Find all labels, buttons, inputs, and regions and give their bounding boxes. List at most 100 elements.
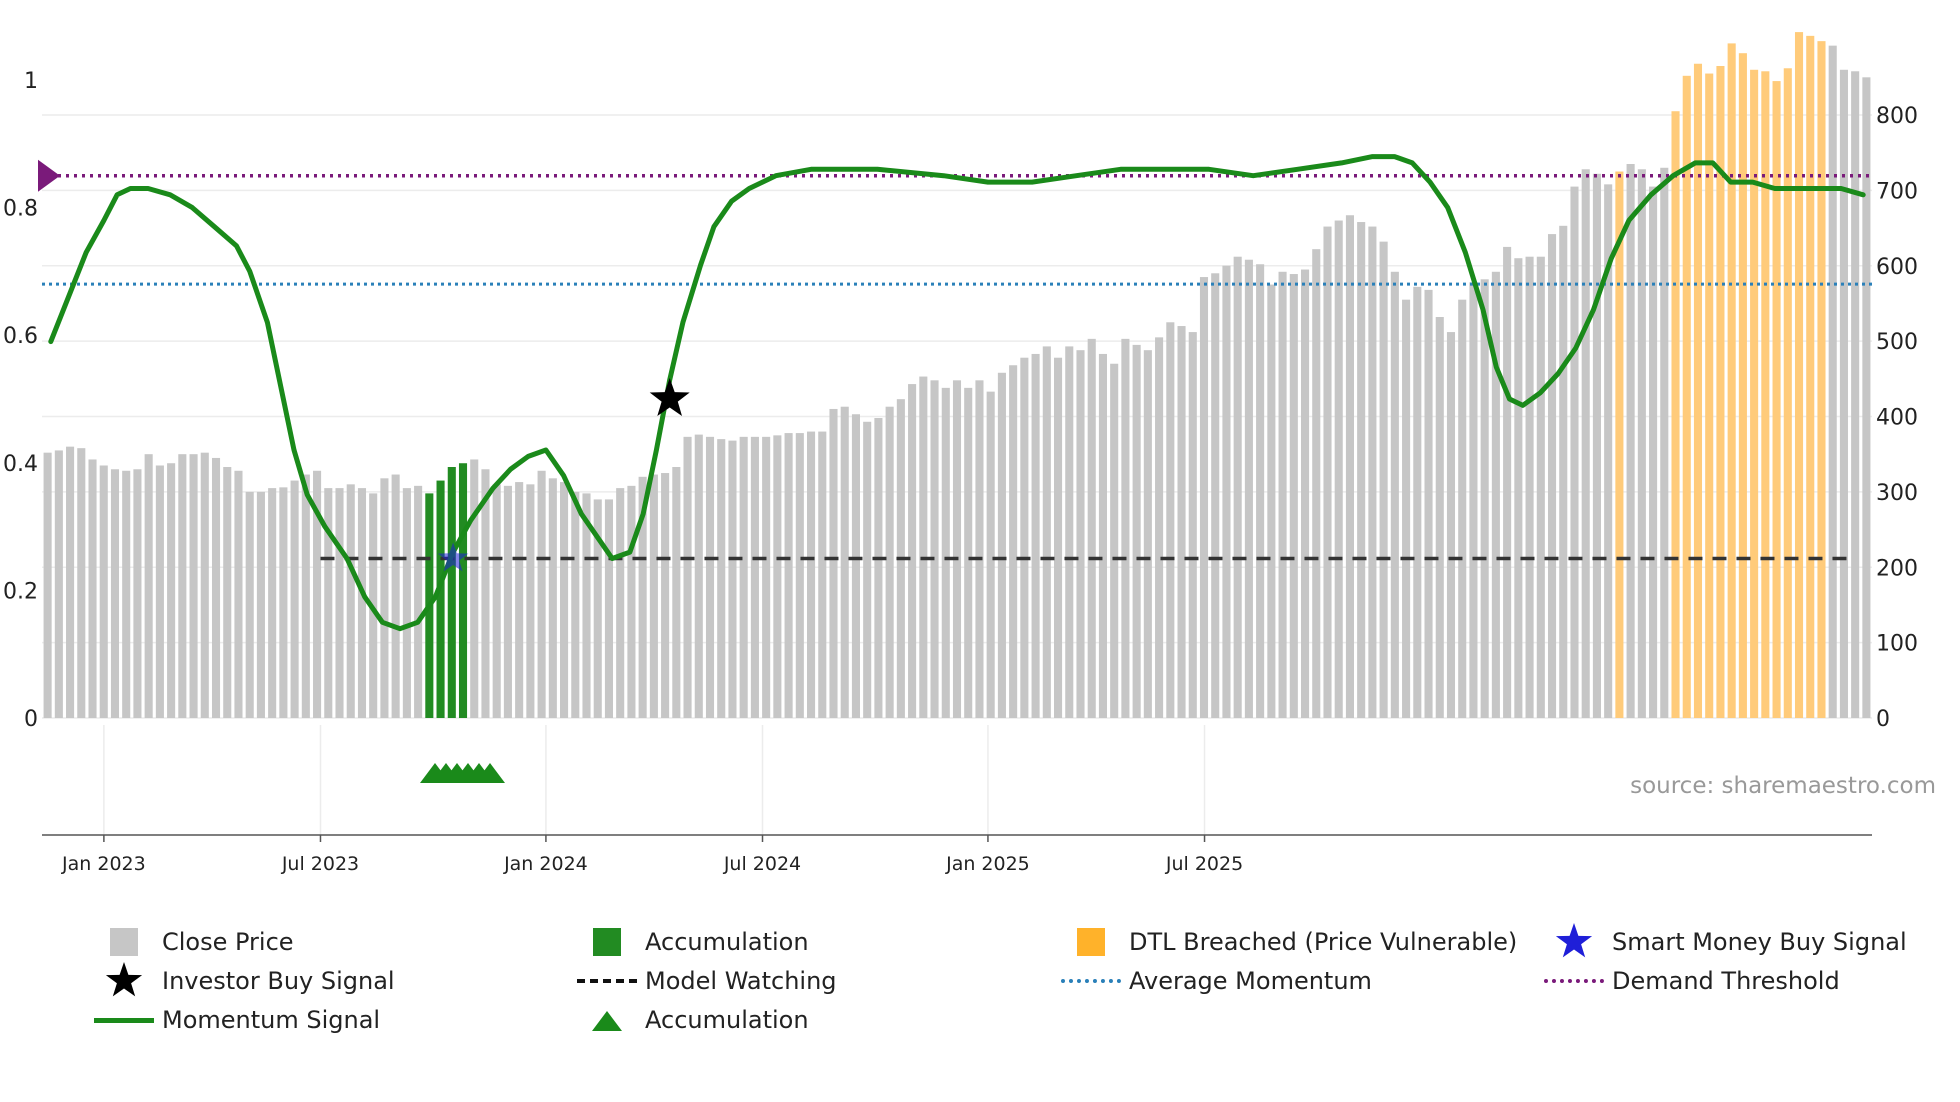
star-icon <box>105 962 143 997</box>
bar <box>840 406 849 718</box>
bar <box>223 467 232 718</box>
bar <box>773 435 782 718</box>
left-axis-tick: 0.2 <box>3 579 38 604</box>
x-axis-tick: Jan 2025 <box>945 853 1030 875</box>
smart-money-star <box>437 542 469 572</box>
legend-average-momentum: Average Momentum <box>1057 964 1372 998</box>
bar <box>1435 317 1444 718</box>
bar <box>604 499 614 718</box>
bar <box>1458 299 1467 718</box>
bar <box>705 436 715 718</box>
bar <box>874 418 883 718</box>
bar <box>795 433 804 718</box>
bar <box>1727 43 1736 719</box>
bar <box>1581 169 1590 718</box>
bar <box>1300 269 1310 718</box>
bar <box>1750 69 1759 718</box>
legend-label: Accumulation <box>645 1006 809 1034</box>
bar <box>66 446 75 718</box>
bar <box>593 499 602 718</box>
bar <box>335 488 344 718</box>
left-axis-tick: 1 <box>24 69 38 94</box>
bar <box>1054 357 1063 718</box>
legend-label: Close Price <box>162 928 294 956</box>
bar <box>526 484 535 718</box>
bar <box>1155 337 1164 718</box>
legend-label: Smart Money Buy Signal <box>1612 928 1907 956</box>
legend-demand-threshold: Demand Threshold <box>1540 964 1840 998</box>
bar <box>1817 41 1826 718</box>
bar <box>1087 338 1096 718</box>
bar <box>627 485 636 718</box>
bar <box>1009 365 1018 718</box>
bar <box>717 439 726 718</box>
bar <box>481 469 490 718</box>
bar <box>1693 63 1703 719</box>
bar <box>560 482 569 718</box>
bar <box>885 406 894 718</box>
legend-accumulation-bar: Accumulation <box>573 925 809 959</box>
right-axis-tick: 500 <box>1876 330 1918 355</box>
bar <box>1794 32 1804 718</box>
bar <box>1233 256 1242 718</box>
bar <box>1368 226 1377 718</box>
bar <box>997 372 1006 718</box>
price-bars <box>43 32 1871 719</box>
bar <box>301 474 310 718</box>
bar <box>1772 81 1781 719</box>
bar <box>1402 299 1411 718</box>
bar <box>1649 186 1658 718</box>
bar <box>1312 249 1321 719</box>
bar <box>571 491 580 718</box>
bar <box>1323 226 1332 718</box>
legend-label: Model Watching <box>645 967 837 995</box>
legend-label: DTL Breached (Price Vulnerable) <box>1129 928 1518 956</box>
bar <box>1738 53 1747 718</box>
bar <box>1357 222 1366 718</box>
bar <box>683 436 692 718</box>
bar <box>245 491 254 718</box>
investor-buy-star <box>649 378 690 416</box>
bar <box>986 391 995 718</box>
bar <box>616 488 625 718</box>
left-axis-tick: 0.4 <box>3 452 38 477</box>
bar <box>807 431 816 718</box>
bar <box>357 488 367 718</box>
bar <box>694 434 703 718</box>
bar <box>492 484 501 718</box>
bar <box>189 454 198 718</box>
bar <box>211 457 221 718</box>
bar <box>1514 258 1523 718</box>
bar <box>1267 284 1276 718</box>
bar <box>762 436 771 718</box>
axes: 0 0.2 0.4 0.6 0.8 1 0 100 200 300 400 500 600 700 800 J… <box>3 69 1918 875</box>
bar <box>975 380 984 718</box>
source-label: source: sharemaestro.com <box>1630 773 1936 799</box>
bar <box>1289 274 1298 718</box>
bar <box>54 450 63 718</box>
bar <box>919 376 928 718</box>
demand-threshold-marker <box>38 159 60 192</box>
bar <box>1379 241 1388 718</box>
x-axis-tick: Jan 2024 <box>503 853 588 875</box>
bar <box>268 488 277 718</box>
legend-model-watching: Model Watching <box>573 964 837 998</box>
bar <box>1828 45 1837 718</box>
bar <box>1334 220 1343 718</box>
bar <box>1783 68 1792 718</box>
right-axis-tick: 800 <box>1876 104 1918 129</box>
right-axis-tick: 200 <box>1876 556 1918 581</box>
right-axis-tick: 700 <box>1876 179 1918 204</box>
bar <box>1121 338 1130 718</box>
bar <box>1076 350 1085 718</box>
bar <box>582 493 591 718</box>
bar <box>1851 71 1860 719</box>
bar <box>1469 282 1478 718</box>
bar <box>1188 332 1197 718</box>
bar <box>1559 225 1568 718</box>
momentum-signal-line <box>48 154 1866 632</box>
dashed-line-icon <box>577 979 637 983</box>
bar <box>1671 111 1680 718</box>
bar <box>1604 184 1613 719</box>
